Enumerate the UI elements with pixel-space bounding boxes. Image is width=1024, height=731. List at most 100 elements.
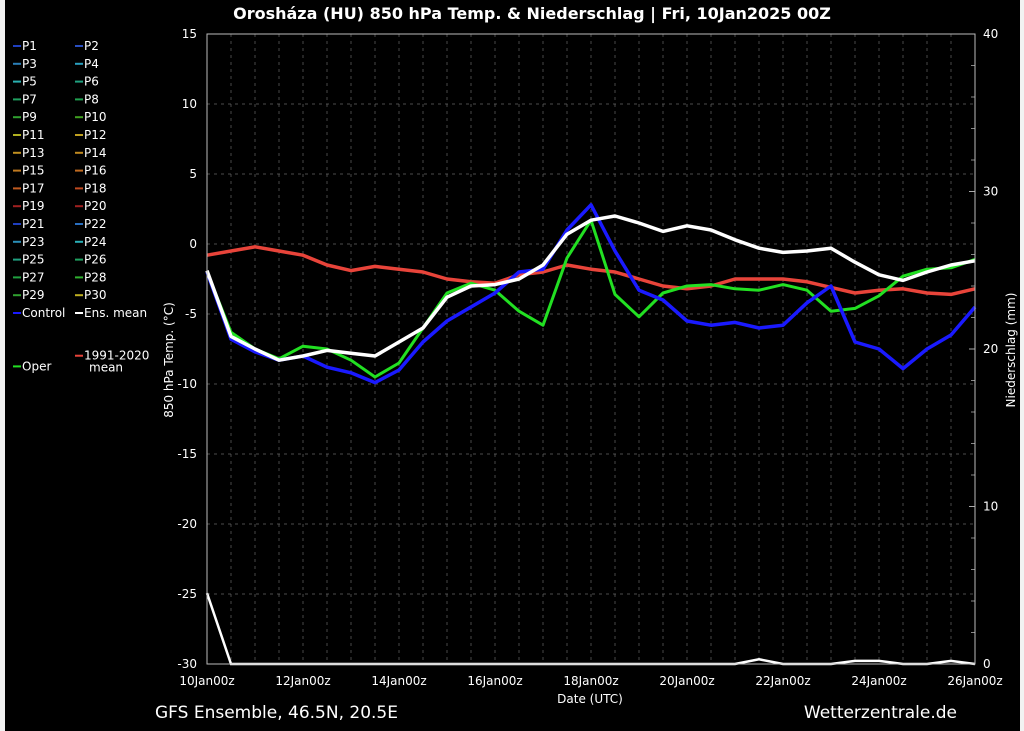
legend-item: P28 [75, 270, 107, 284]
ensemble-chart: Orosháza (HU) 850 hPa Temp. & Niederschl… [13, 4, 1018, 723]
y-tick-label: -20 [177, 517, 197, 531]
legend-item: P8 [75, 92, 99, 106]
legend-label: P24 [84, 235, 107, 249]
legend-label: P1 [22, 39, 37, 53]
legend-label: Ens. mean [84, 306, 147, 320]
legend-label: P6 [84, 75, 99, 89]
x-axis-label: Date (UTC) [557, 692, 623, 706]
legend-label: Control [22, 306, 65, 320]
legend-item: P16 [75, 164, 107, 178]
legend-item: P24 [75, 235, 107, 249]
x-tick-label: 20Jan00z [659, 674, 714, 688]
x-tick-label: 26Jan00z [947, 674, 1002, 688]
legend-label: P20 [84, 199, 107, 213]
legend-item: P21 [13, 217, 45, 231]
legend-label: P30 [84, 288, 107, 302]
legend-item: P15 [13, 164, 45, 178]
legend-item: P2 [75, 39, 99, 53]
y-tick-label: -30 [177, 657, 197, 671]
legend-label: P16 [84, 164, 107, 178]
y-tick-label: -10 [177, 377, 197, 391]
y2-axis-label: Niederschlag (mm) [1004, 293, 1018, 408]
legend-label: P8 [84, 92, 99, 106]
legend-item: P30 [75, 288, 107, 302]
legend-label: P18 [84, 181, 107, 195]
legend-label: P21 [22, 217, 45, 231]
series-line-1991-2020-mean [206, 245, 976, 297]
plot-frame [206, 33, 976, 665]
legend-item: P23 [13, 235, 45, 249]
legend-item: P25 [13, 253, 45, 267]
series-line-control [205, 203, 977, 385]
y-tick-label: 15 [182, 27, 197, 41]
legend-label: mean [89, 361, 123, 375]
legend-label: P10 [84, 110, 107, 124]
legend-label: Oper [22, 359, 51, 373]
legend-item: P4 [75, 57, 99, 71]
x-tick-label: 22Jan00z [755, 674, 810, 688]
y-tick-label: 10 [182, 97, 197, 111]
legend-label: P19 [22, 199, 45, 213]
legend-label: P23 [22, 235, 45, 249]
y2-tick-label: 40 [983, 27, 998, 41]
legend-label: P2 [84, 39, 99, 53]
x-tick-label: 12Jan00z [275, 674, 330, 688]
legend-label: P12 [84, 128, 107, 142]
y2-tick-label: 30 [983, 185, 998, 199]
x-tick-label: 14Jan00z [371, 674, 426, 688]
y-tick-label: 0 [189, 237, 197, 251]
legend-item: P13 [13, 146, 45, 160]
legend-item: Oper [13, 359, 51, 373]
legend-item: P6 [75, 75, 99, 89]
legend-item: P3 [13, 57, 37, 71]
legend-item: P7 [13, 92, 37, 106]
legend-label: P5 [22, 75, 37, 89]
legend-label: P4 [84, 57, 99, 71]
legend-label: P3 [22, 57, 37, 71]
legend-label: P15 [22, 164, 45, 178]
legend-item: P14 [75, 146, 107, 160]
legend-label: P29 [22, 288, 45, 302]
y-axis-label: 850 hPa Temp. (°C) [162, 302, 176, 418]
y-tick-label: -15 [177, 447, 197, 461]
legend-label: P28 [84, 270, 107, 284]
legend-label: P17 [22, 181, 45, 195]
legend-item: P29 [13, 288, 45, 302]
legend-label: P9 [22, 110, 37, 124]
legend-item: Control [13, 306, 65, 320]
y2-tick-label: 0 [983, 657, 991, 671]
x-tick-label: 18Jan00z [563, 674, 618, 688]
legend-item: P1 [13, 39, 37, 53]
legend-label: P7 [22, 92, 37, 106]
footer-site: Wetterzentrale.de [804, 703, 957, 723]
legend-item: Ens. mean [75, 306, 147, 320]
x-tick-label: 10Jan00z [179, 674, 234, 688]
y2-tick-label: 10 [983, 500, 998, 514]
legend-item: P12 [75, 128, 107, 142]
legend-item: P20 [75, 199, 107, 213]
footer-source: GFS Ensemble, 46.5N, 20.5E [155, 703, 398, 723]
legend-label: P25 [22, 253, 45, 267]
legend-item: P10 [75, 110, 107, 124]
y-tick-label: -25 [177, 587, 197, 601]
legend-item: P11 [13, 128, 45, 142]
y-tick-label: -5 [185, 307, 197, 321]
legend-label: P13 [22, 146, 45, 160]
legend-label: P22 [84, 217, 107, 231]
legend-label: 1991-2020 [84, 349, 149, 363]
legend-label: P11 [22, 128, 45, 142]
legend-item: P9 [13, 110, 37, 124]
legend-item: P26 [75, 253, 107, 267]
legend-label: P26 [84, 253, 107, 267]
legend-item: P27 [13, 270, 45, 284]
x-tick-label: 24Jan00z [851, 674, 906, 688]
legend-item: P5 [13, 75, 37, 89]
legend-item: P18 [75, 181, 107, 195]
legend-item: P22 [75, 217, 107, 231]
x-tick-label: 16Jan00z [467, 674, 522, 688]
legend-item: P17 [13, 181, 45, 195]
legend-item: P19 [13, 199, 45, 213]
series-line-ens-mean [205, 214, 976, 362]
